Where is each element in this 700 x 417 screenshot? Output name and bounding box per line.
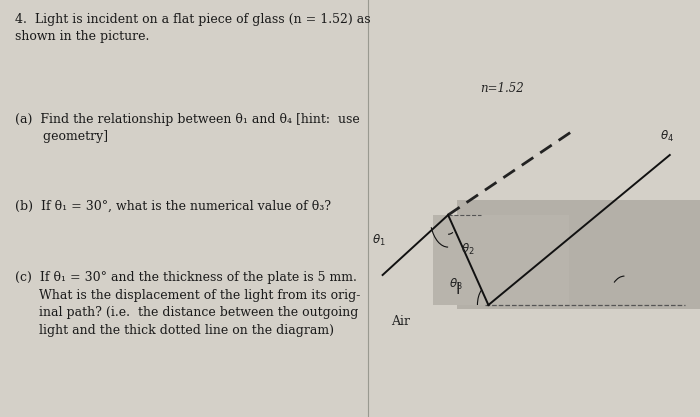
- Bar: [433, 215, 569, 305]
- Text: (c)  If θ₁ = 30° and the thickness of the plate is 5 mm.
      What is the displ: (c) If θ₁ = 30° and the thickness of the…: [15, 271, 360, 337]
- Text: (b)  If θ₁ = 30°, what is the numerical value of θ₃?: (b) If θ₁ = 30°, what is the numerical v…: [15, 200, 330, 213]
- Text: (a)  Find the relationship between θ₁ and θ₄ [hint:  use
       geometry]: (a) Find the relationship between θ₁ and…: [15, 113, 360, 143]
- Bar: [457, 200, 700, 309]
- Text: $\mathrm{I}$: $\mathrm{I}$: [455, 281, 460, 297]
- Text: 4.  Light is incident on a flat piece of glass (n = 1.52) as
shown in the pictur: 4. Light is incident on a flat piece of …: [15, 13, 370, 43]
- Text: $\theta_4$: $\theta_4$: [659, 129, 673, 144]
- Text: $\theta_1$: $\theta_1$: [372, 233, 385, 248]
- Text: $\theta_3$: $\theta_3$: [449, 277, 462, 292]
- Text: n=1.52: n=1.52: [480, 82, 524, 95]
- Text: $\theta_2$: $\theta_2$: [461, 241, 475, 256]
- Text: Air: Air: [391, 315, 409, 328]
